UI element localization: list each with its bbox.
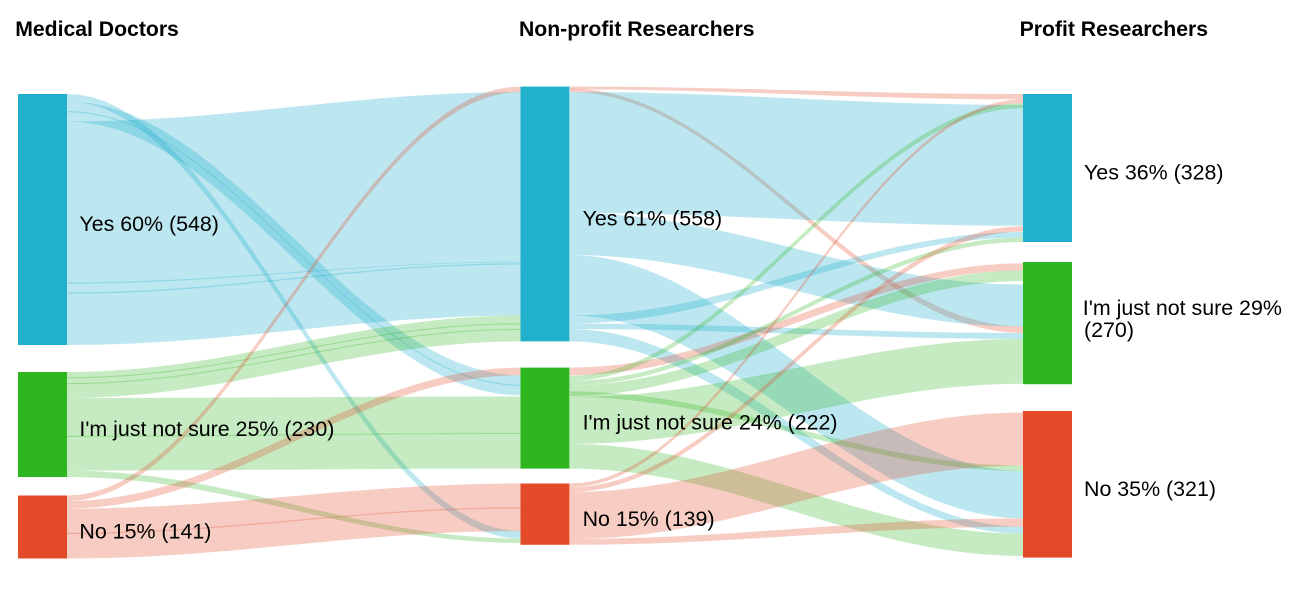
svg-text:Yes 61% (558): Yes 61% (558)	[583, 207, 723, 231]
svg-text:I'm just not sure 25% (230): I'm just not sure 25% (230)	[79, 417, 334, 441]
svg-text:Yes 60% (548): Yes 60% (548)	[79, 212, 219, 236]
svg-text:No 15% (141): No 15% (141)	[79, 520, 211, 544]
svg-text:I'm just not sure 29%: I'm just not sure 29%	[1083, 296, 1282, 320]
svg-text:No 15% (139): No 15% (139)	[583, 507, 715, 531]
svg-text:I'm just not sure 24% (222): I'm just not sure 24% (222)	[583, 411, 838, 435]
svg-text:Profit Researchers: Profit Researchers	[1020, 18, 1208, 41]
svg-text:No 35% (321): No 35% (321)	[1084, 477, 1216, 501]
svg-text:Non-profit Researchers: Non-profit Researchers	[519, 18, 754, 41]
svg-text:Yes 36% (328): Yes 36% (328)	[1084, 161, 1224, 185]
svg-text:(270): (270)	[1084, 318, 1134, 342]
svg-text:Medical Doctors: Medical Doctors	[15, 18, 179, 41]
